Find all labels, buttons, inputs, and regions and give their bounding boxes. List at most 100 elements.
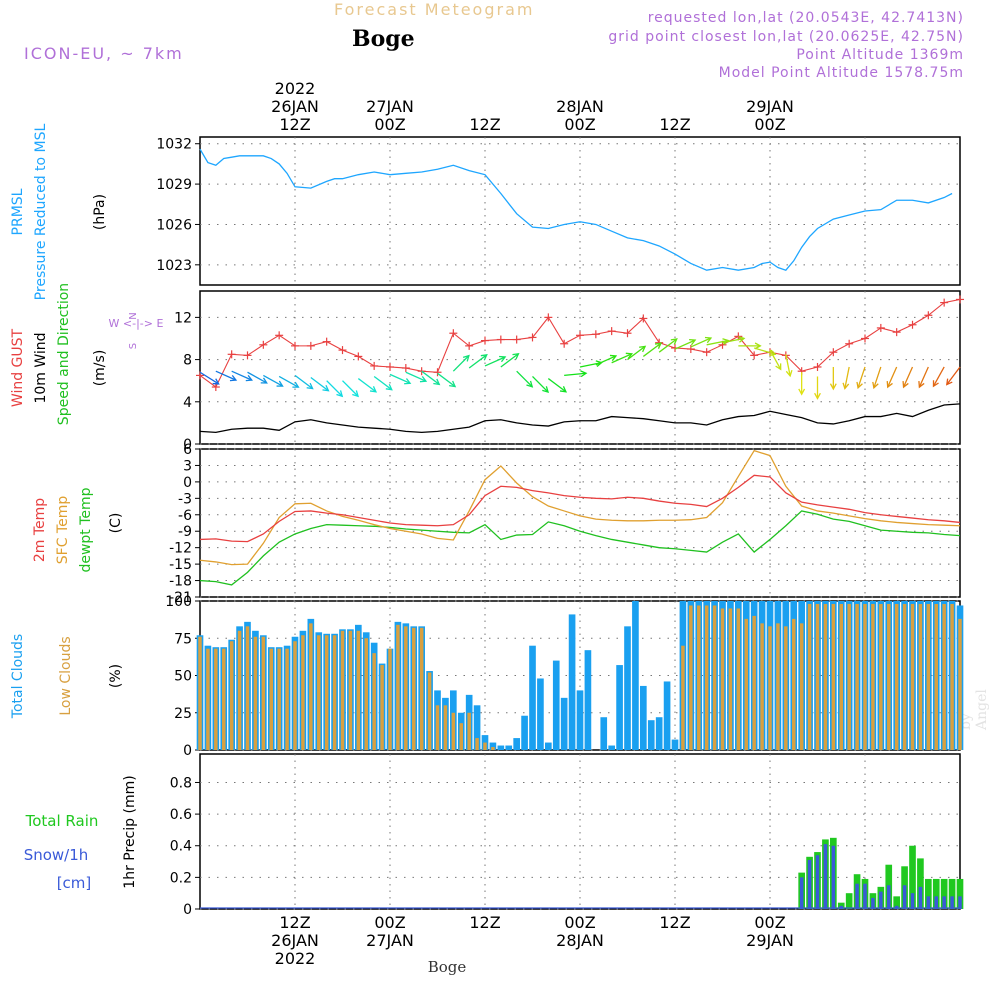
wind-arrow bbox=[278, 375, 299, 388]
snow-bar bbox=[910, 893, 915, 909]
low-cloud-bar bbox=[910, 603, 915, 750]
dewpt-line bbox=[199, 510, 961, 586]
rain-bar bbox=[917, 858, 924, 909]
snow-bar bbox=[879, 891, 883, 909]
temperature-ytick-label: -21 bbox=[169, 590, 192, 606]
bottom-time-label: 26JAN bbox=[271, 931, 319, 950]
pressure-unit: (hPa) bbox=[92, 194, 108, 230]
wind-arrow-head bbox=[292, 381, 300, 388]
wind-arrow-head bbox=[932, 380, 939, 388]
total-cloud-bar bbox=[521, 715, 528, 750]
wind-arrow-head bbox=[754, 342, 762, 350]
wind-arrow-head bbox=[639, 345, 647, 353]
wind-arrow-head bbox=[352, 390, 360, 398]
bottom-time-label: 12Z bbox=[659, 913, 690, 932]
temperature-ytick-label: -9 bbox=[178, 524, 192, 540]
snow-bar bbox=[815, 855, 820, 909]
temperature-ytick-label: -15 bbox=[169, 557, 192, 573]
cloud-unit: (%) bbox=[108, 664, 124, 688]
temperature-ytick-label: 0 bbox=[183, 475, 192, 491]
snow-bar bbox=[958, 896, 962, 909]
low-cloud-bar bbox=[712, 605, 717, 750]
wind-arrow bbox=[918, 366, 929, 388]
total-cloud-bar bbox=[616, 665, 623, 750]
total-cloud-bar bbox=[473, 705, 481, 750]
wind-arrow-head bbox=[829, 383, 837, 391]
low-cloud-bar bbox=[958, 618, 962, 750]
wind-ytick-label: 12 bbox=[174, 310, 192, 326]
low-cloud-bar bbox=[855, 603, 859, 750]
wind-arrow bbox=[769, 349, 782, 370]
location-name: Boge bbox=[352, 26, 415, 52]
wind-arrow bbox=[421, 370, 440, 385]
temperature-ytick-label: -3 bbox=[178, 491, 192, 507]
pressure-ytick-label: 1032 bbox=[156, 137, 192, 153]
wind-arrow-head bbox=[512, 352, 520, 360]
low-cloud-bar bbox=[918, 603, 923, 750]
bottom-time-label: 2022 bbox=[275, 949, 316, 968]
wind-arrow-head bbox=[670, 338, 678, 345]
precip-frame bbox=[199, 753, 961, 910]
wind-ylabel-10m: 10m Wind bbox=[33, 332, 49, 403]
wind-arrow-head bbox=[385, 383, 393, 391]
total-cloud-bar bbox=[632, 601, 639, 750]
low-cloud-bar bbox=[419, 627, 424, 750]
precip-label-snow: Snow/1h bbox=[24, 846, 89, 864]
wind-arrow bbox=[887, 366, 898, 388]
top-time-label: 2022 bbox=[275, 79, 316, 98]
wind-arrow bbox=[564, 372, 587, 377]
total-cloud-bar bbox=[497, 745, 505, 750]
bottom-time-label: 00Z bbox=[374, 913, 405, 932]
rain-bar bbox=[940, 878, 948, 909]
low-cloud-bar bbox=[332, 635, 337, 750]
wind-ytick-label: 4 bbox=[183, 395, 192, 411]
precip-ytick-label: 0 bbox=[183, 902, 192, 918]
total-cloud-bar bbox=[671, 739, 679, 750]
wind-arrow bbox=[857, 366, 866, 389]
low-cloud-bar bbox=[364, 638, 368, 750]
low-cloud-bar bbox=[728, 608, 733, 750]
wind-arrow bbox=[642, 342, 662, 357]
low-cloud-bar bbox=[222, 648, 226, 750]
temp-2m-line bbox=[199, 474, 961, 543]
bottom-time-label: 00Z bbox=[564, 913, 595, 932]
info-point-altitude: Point Altitude 1369m bbox=[796, 47, 964, 63]
total-cloud-bar bbox=[624, 626, 631, 750]
wind-arrow bbox=[722, 337, 745, 344]
snow-bar bbox=[942, 896, 946, 909]
low-cloud-bar bbox=[245, 626, 250, 750]
snow-bar bbox=[855, 883, 859, 909]
wind-arrow-head bbox=[722, 338, 730, 345]
wind-arrow-head bbox=[625, 352, 634, 359]
low-cloud-bar bbox=[823, 603, 828, 750]
wind-arrow bbox=[532, 376, 549, 393]
wind-arrow bbox=[231, 370, 253, 381]
precip-ytick-label: 0.8 bbox=[170, 775, 192, 791]
wind-arrow-head bbox=[322, 384, 330, 392]
top-time-label: 00Z bbox=[564, 115, 595, 134]
wind-arrow bbox=[294, 374, 313, 390]
wind-arrow bbox=[674, 339, 696, 350]
wind-arrow bbox=[199, 371, 220, 385]
wind-arrow-head bbox=[276, 380, 284, 387]
wind-arrow-head bbox=[775, 363, 782, 371]
rain-bar bbox=[932, 878, 940, 909]
wind-arrow-head bbox=[798, 388, 806, 396]
total-cloud-bar bbox=[584, 650, 592, 750]
chart-title: Forecast Meteogram bbox=[334, 0, 535, 19]
wind-arrow bbox=[437, 372, 456, 388]
wind-arrow bbox=[932, 366, 945, 387]
bottom-time-label: 29JAN bbox=[746, 931, 794, 950]
wind-arrow-head bbox=[856, 381, 863, 390]
wind-compass-s: S bbox=[128, 343, 139, 349]
wind-ytick-label: 8 bbox=[183, 353, 192, 369]
wind-arrow bbox=[405, 371, 427, 382]
wind-arrow bbox=[500, 353, 519, 368]
wind-arrow bbox=[342, 380, 359, 397]
temp-ylabel-dewpt: dewpt Temp bbox=[78, 487, 94, 572]
low-cloud-bar bbox=[768, 626, 772, 750]
low-cloud-bar bbox=[340, 630, 345, 750]
low-cloud-bar bbox=[451, 712, 456, 750]
low-cloud-bar bbox=[894, 603, 899, 750]
